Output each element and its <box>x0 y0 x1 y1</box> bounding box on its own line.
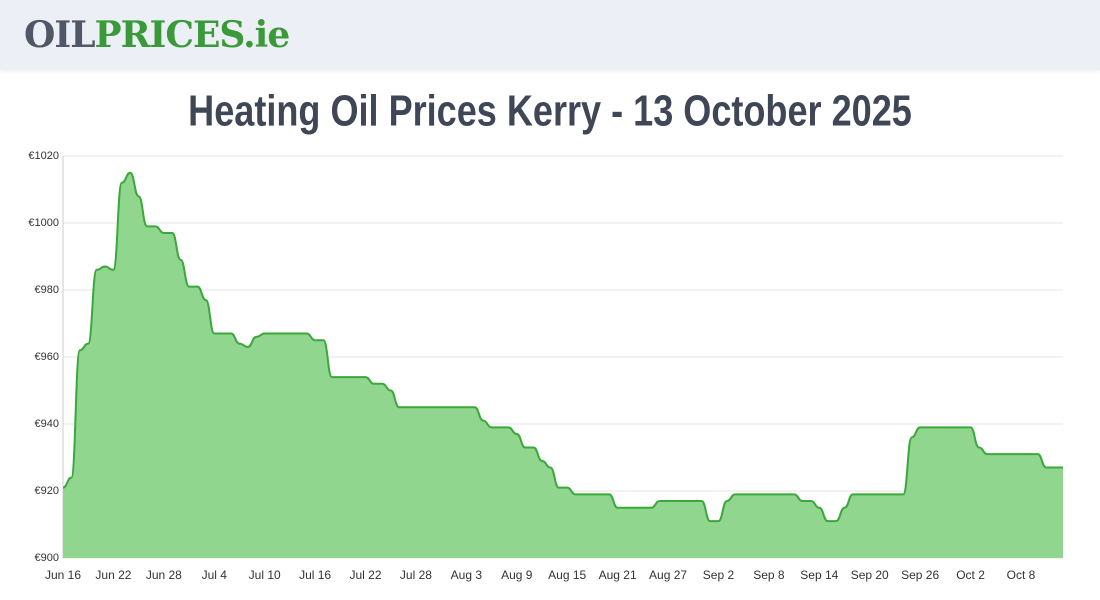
x-tick-label: Jul 10 <box>249 568 281 582</box>
x-tick-label: Jul 4 <box>202 568 228 582</box>
x-tick-label: Jul 22 <box>350 568 382 582</box>
x-tick-label: Sep 26 <box>901 568 939 582</box>
x-tick-label: Jul 16 <box>299 568 331 582</box>
y-tick-label: €900 <box>35 552 59 564</box>
y-tick-label: €1000 <box>28 217 59 229</box>
area <box>63 172 1063 558</box>
header: OILPRICES.ie <box>0 0 1100 70</box>
chart-title: Heating Oil Prices Kerry - 13 October 20… <box>188 86 912 135</box>
y-tick-label: €920 <box>35 485 59 497</box>
y-tick-label: €980 <box>35 284 59 296</box>
y-tick-label: €960 <box>35 351 59 363</box>
x-tick-label: Jun 28 <box>146 568 182 582</box>
x-tick-label: Aug 21 <box>599 568 637 582</box>
x-tick-label: Sep 2 <box>703 568 735 582</box>
logo-text: PRICES.ie <box>94 14 291 56</box>
x-tick-label: Sep 20 <box>851 568 889 582</box>
x-tick-label: Sep 14 <box>800 568 838 582</box>
logo[interactable]: OILPRICES.ie <box>24 14 291 56</box>
line <box>62 171 1064 523</box>
y-tick-label: €940 <box>35 418 59 430</box>
x-tick-label: Oct 8 <box>1007 568 1036 582</box>
x-tick-label: Aug 3 <box>451 568 483 582</box>
x-tick-label: Sep 8 <box>753 568 785 582</box>
x-tick-label: Oct 2 <box>956 568 985 582</box>
x-tick-label: Aug 15 <box>548 568 586 582</box>
x-tick-label: Aug 9 <box>501 568 533 582</box>
y-tick-label: €1020 <box>28 150 59 162</box>
x-tick-label: Jul 28 <box>400 568 432 582</box>
x-tick-label: Aug 27 <box>649 568 687 582</box>
logo-text: OIL <box>24 14 96 56</box>
x-tick-label: Jun 22 <box>95 568 131 582</box>
x-tick-label: Jun 16 <box>45 568 81 582</box>
